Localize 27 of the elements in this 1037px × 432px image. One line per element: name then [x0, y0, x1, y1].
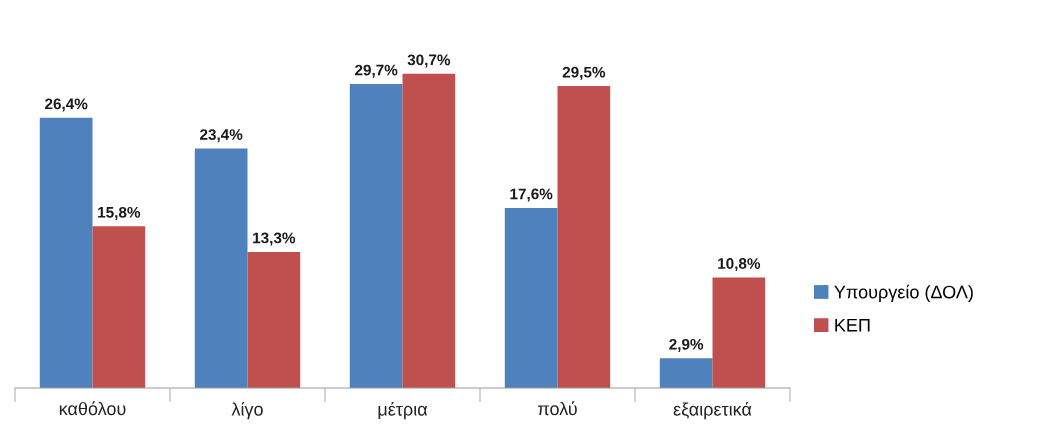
- x-tick-label: πολύ: [538, 401, 577, 416]
- legend-label: ΚΕΠ: [835, 319, 870, 332]
- bar: [659, 358, 713, 388]
- legend-label: Υπουργείο (ΔΟΛ): [834, 284, 973, 302]
- data-label: 2,9%: [669, 338, 704, 352]
- x-tick-label: εξαιρετικά: [673, 401, 752, 420]
- data-label: 15,8%: [98, 206, 141, 220]
- x-tick-label: μέτρια: [378, 401, 428, 420]
- data-label: 26,4%: [45, 98, 88, 112]
- data-label: 23,4%: [200, 129, 243, 143]
- data-label: 30,7%: [407, 54, 451, 68]
- x-tick-label: καθόλου: [59, 401, 126, 416]
- bar: [194, 148, 248, 388]
- data-label: 29,7%: [355, 64, 398, 78]
- bar: [402, 73, 456, 388]
- bar: [247, 251, 301, 388]
- data-label: 13,3%: [253, 232, 296, 246]
- bar: [92, 226, 146, 388]
- bar: [39, 117, 93, 388]
- data-label: 10,8%: [718, 258, 761, 272]
- bar: [349, 84, 403, 388]
- bar: [557, 86, 611, 388]
- data-label: 29,5%: [562, 66, 606, 80]
- data-label: 17,6%: [510, 188, 553, 202]
- bar: [504, 207, 558, 388]
- x-tick-label: λίγο: [231, 401, 263, 420]
- bar: [712, 277, 766, 388]
